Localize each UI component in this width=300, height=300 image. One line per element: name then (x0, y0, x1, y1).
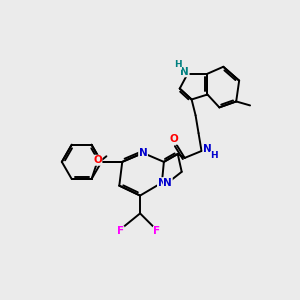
Text: N: N (203, 144, 212, 154)
Text: O: O (169, 134, 178, 144)
Text: N: N (164, 178, 172, 188)
Text: F: F (153, 226, 161, 236)
Text: N: N (139, 148, 147, 158)
Text: H: H (211, 152, 218, 160)
Text: H: H (174, 60, 182, 69)
Text: O: O (93, 155, 102, 165)
Text: N: N (158, 178, 166, 188)
Text: F: F (117, 226, 124, 236)
Text: N: N (180, 67, 189, 77)
